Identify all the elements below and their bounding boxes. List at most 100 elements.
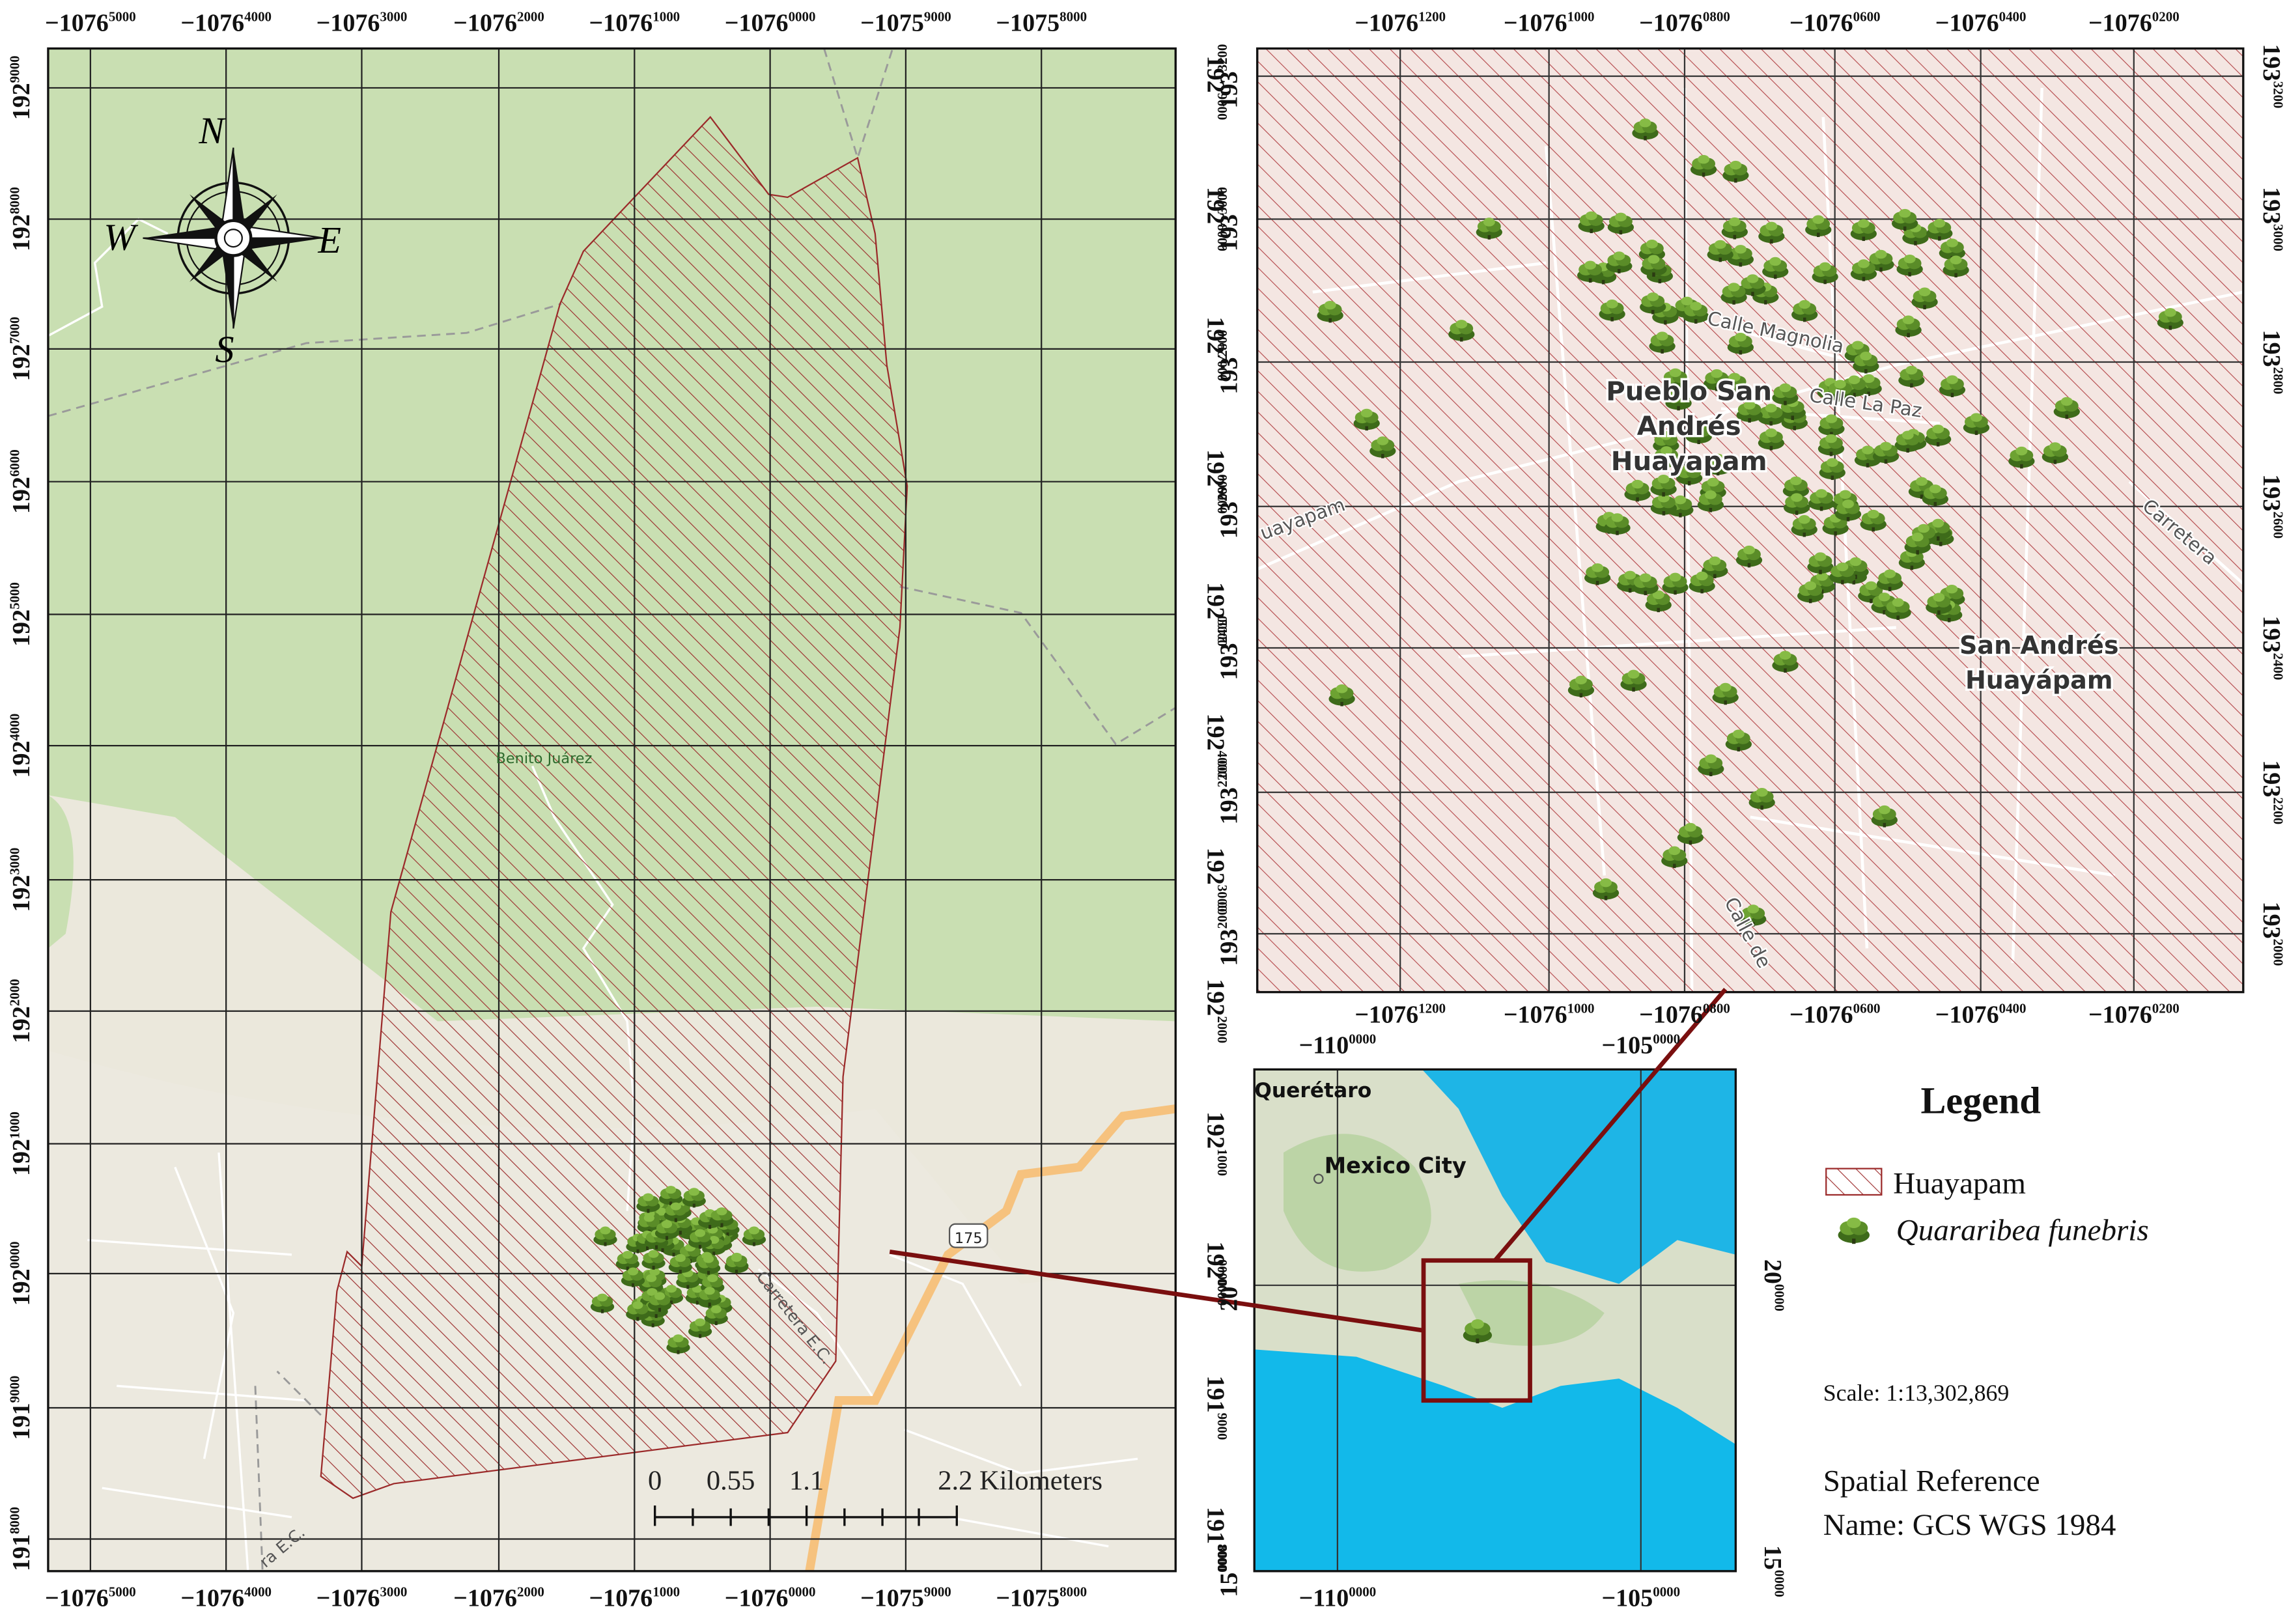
scale-label: 2.2 Kilometers: [938, 1465, 1102, 1496]
tick-minutes: 5000: [1214, 619, 1230, 647]
tick-label: 1924000: [1202, 714, 1230, 778]
tick-minutes: 2600: [1214, 474, 1230, 501]
tick-degrees: 193: [1215, 214, 1242, 251]
tick-label: −10761000: [589, 8, 680, 36]
tick-degrees: −1075: [860, 1585, 924, 1612]
tick-degrees: 193: [1215, 71, 1242, 108]
tick-minutes: 0800: [1703, 8, 1730, 24]
tick-minutes: 2000: [2270, 939, 2286, 966]
tick-degrees: 20: [1215, 1287, 1242, 1311]
tick-label: 1918000: [7, 1507, 35, 1571]
tick-minutes: 9000: [1214, 1413, 1230, 1440]
tick-degrees: 192: [1202, 1112, 1229, 1149]
tick-label: −1050000: [1601, 1584, 1680, 1612]
tick-minutes: 3200: [1214, 44, 1230, 72]
tick-degrees: −1076: [1639, 1001, 1703, 1029]
tick-label: 1932400: [1214, 616, 1242, 680]
tick-minutes: 0000: [789, 8, 816, 24]
tick-degrees: 192: [8, 1139, 35, 1176]
tick-minutes: 0400: [1999, 1000, 2027, 1016]
tick-degrees: 192: [8, 477, 35, 514]
detail-frame: [1256, 47, 2245, 994]
vegetation: [1284, 1134, 1605, 1346]
tick-label: 1927000: [1202, 316, 1230, 381]
tick-degrees: 192: [1202, 187, 1229, 224]
tick-label: 1933200: [1214, 44, 1242, 109]
legend-title: Legend: [1920, 1080, 2040, 1122]
tick-degrees: 192: [1202, 316, 1229, 354]
compass-rose: [143, 147, 324, 329]
tick-degrees: 193: [2258, 760, 2285, 797]
tick-label: 1932200: [1214, 760, 1242, 824]
tick-minutes: 1000: [1214, 1149, 1230, 1176]
tick-minutes: 8000: [1059, 8, 1087, 24]
tick-minutes: 9000: [7, 55, 23, 83]
tick-label: −10760200: [2088, 8, 2180, 36]
highway-number: 175: [955, 1230, 983, 1247]
tick-degrees: −1076: [45, 10, 109, 37]
tick-minutes: 0000: [1349, 1584, 1376, 1599]
huayapam-hatch: [1257, 48, 2243, 992]
tick-minutes: 3000: [2270, 224, 2286, 251]
tick-minutes: 2400: [1214, 616, 1230, 643]
tick-label: −1050000: [1601, 1031, 1680, 1059]
city-label: Querétaro: [1254, 1079, 1371, 1102]
tick-degrees: −1076: [180, 1585, 244, 1612]
tick-degrees: −1076: [2088, 1001, 2152, 1029]
tick-label: −10761200: [1354, 8, 1446, 36]
tick-degrees: 192: [1202, 582, 1229, 619]
tick-degrees: −1076: [453, 10, 517, 37]
leader-line: [1493, 987, 1728, 1262]
tick-minutes: 2400: [2270, 653, 2286, 680]
tick-minutes: 3000: [380, 8, 407, 24]
tick-minutes: 0000: [1214, 1259, 1230, 1287]
tick-label: 1928000: [1202, 187, 1230, 251]
land-green: [48, 795, 74, 949]
tick-degrees: −105: [1601, 1585, 1653, 1612]
tick-label: 1926000: [1202, 449, 1230, 514]
tick-label: 1933200: [2258, 44, 2286, 109]
tick-label: −10758000: [996, 1584, 1087, 1612]
tick-degrees: 15: [1215, 1573, 1242, 1597]
scale-label: 0.55: [707, 1465, 755, 1496]
tick-minutes: 0000: [789, 1584, 816, 1599]
tick-degrees: −110: [1299, 1032, 1349, 1059]
tick-degrees: 193: [1215, 787, 1242, 824]
grid: [48, 48, 1176, 1571]
tick-minutes: 2200: [1214, 760, 1230, 787]
tick-degrees: −1076: [589, 10, 652, 37]
tick-label: −10762000: [453, 8, 544, 36]
town-label: Huayápam: [1965, 666, 2113, 695]
tick-label: 1928000: [7, 187, 35, 251]
tick-degrees: −1075: [860, 10, 924, 37]
tick-degrees: 193: [2258, 187, 2285, 224]
tick-label: −10763000: [316, 1584, 408, 1612]
boundaries: [48, 48, 1176, 1571]
tick-label: 1925000: [1202, 582, 1230, 647]
legend-swatch: [1825, 1168, 1883, 1196]
tick-minutes: 8000: [7, 1507, 23, 1534]
tick-label: 1932800: [2258, 330, 2286, 395]
tick-degrees: 192: [1202, 848, 1229, 885]
compass-letter: S: [215, 328, 234, 371]
tick-label: 1932000: [1214, 902, 1242, 966]
tick-label: −10760000: [725, 8, 816, 36]
tick-minutes: 2000: [7, 979, 23, 1006]
tick-minutes: 0200: [2152, 8, 2180, 24]
tick-minutes: 4000: [244, 8, 272, 24]
tick-degrees: −110: [1299, 1585, 1349, 1612]
tick-degrees: 15: [1759, 1545, 1786, 1570]
tick-label: 1929000: [7, 55, 35, 120]
city-label: Mexico City: [1325, 1153, 1466, 1178]
tick-label: −10760800: [1639, 8, 1730, 36]
tick-minutes: 3000: [7, 848, 23, 875]
tick-minutes: 4000: [1214, 751, 1230, 778]
village-label: Huayapam: [1611, 446, 1767, 477]
tick-label: −10760400: [1935, 8, 2027, 36]
tick-label: 1921000: [7, 1112, 35, 1176]
tick-minutes: 0000: [1349, 1031, 1376, 1046]
tick-degrees: 193: [1215, 643, 1242, 680]
tick-label: 150000: [1214, 1545, 1242, 1597]
tick-minutes: 1000: [652, 1584, 680, 1599]
